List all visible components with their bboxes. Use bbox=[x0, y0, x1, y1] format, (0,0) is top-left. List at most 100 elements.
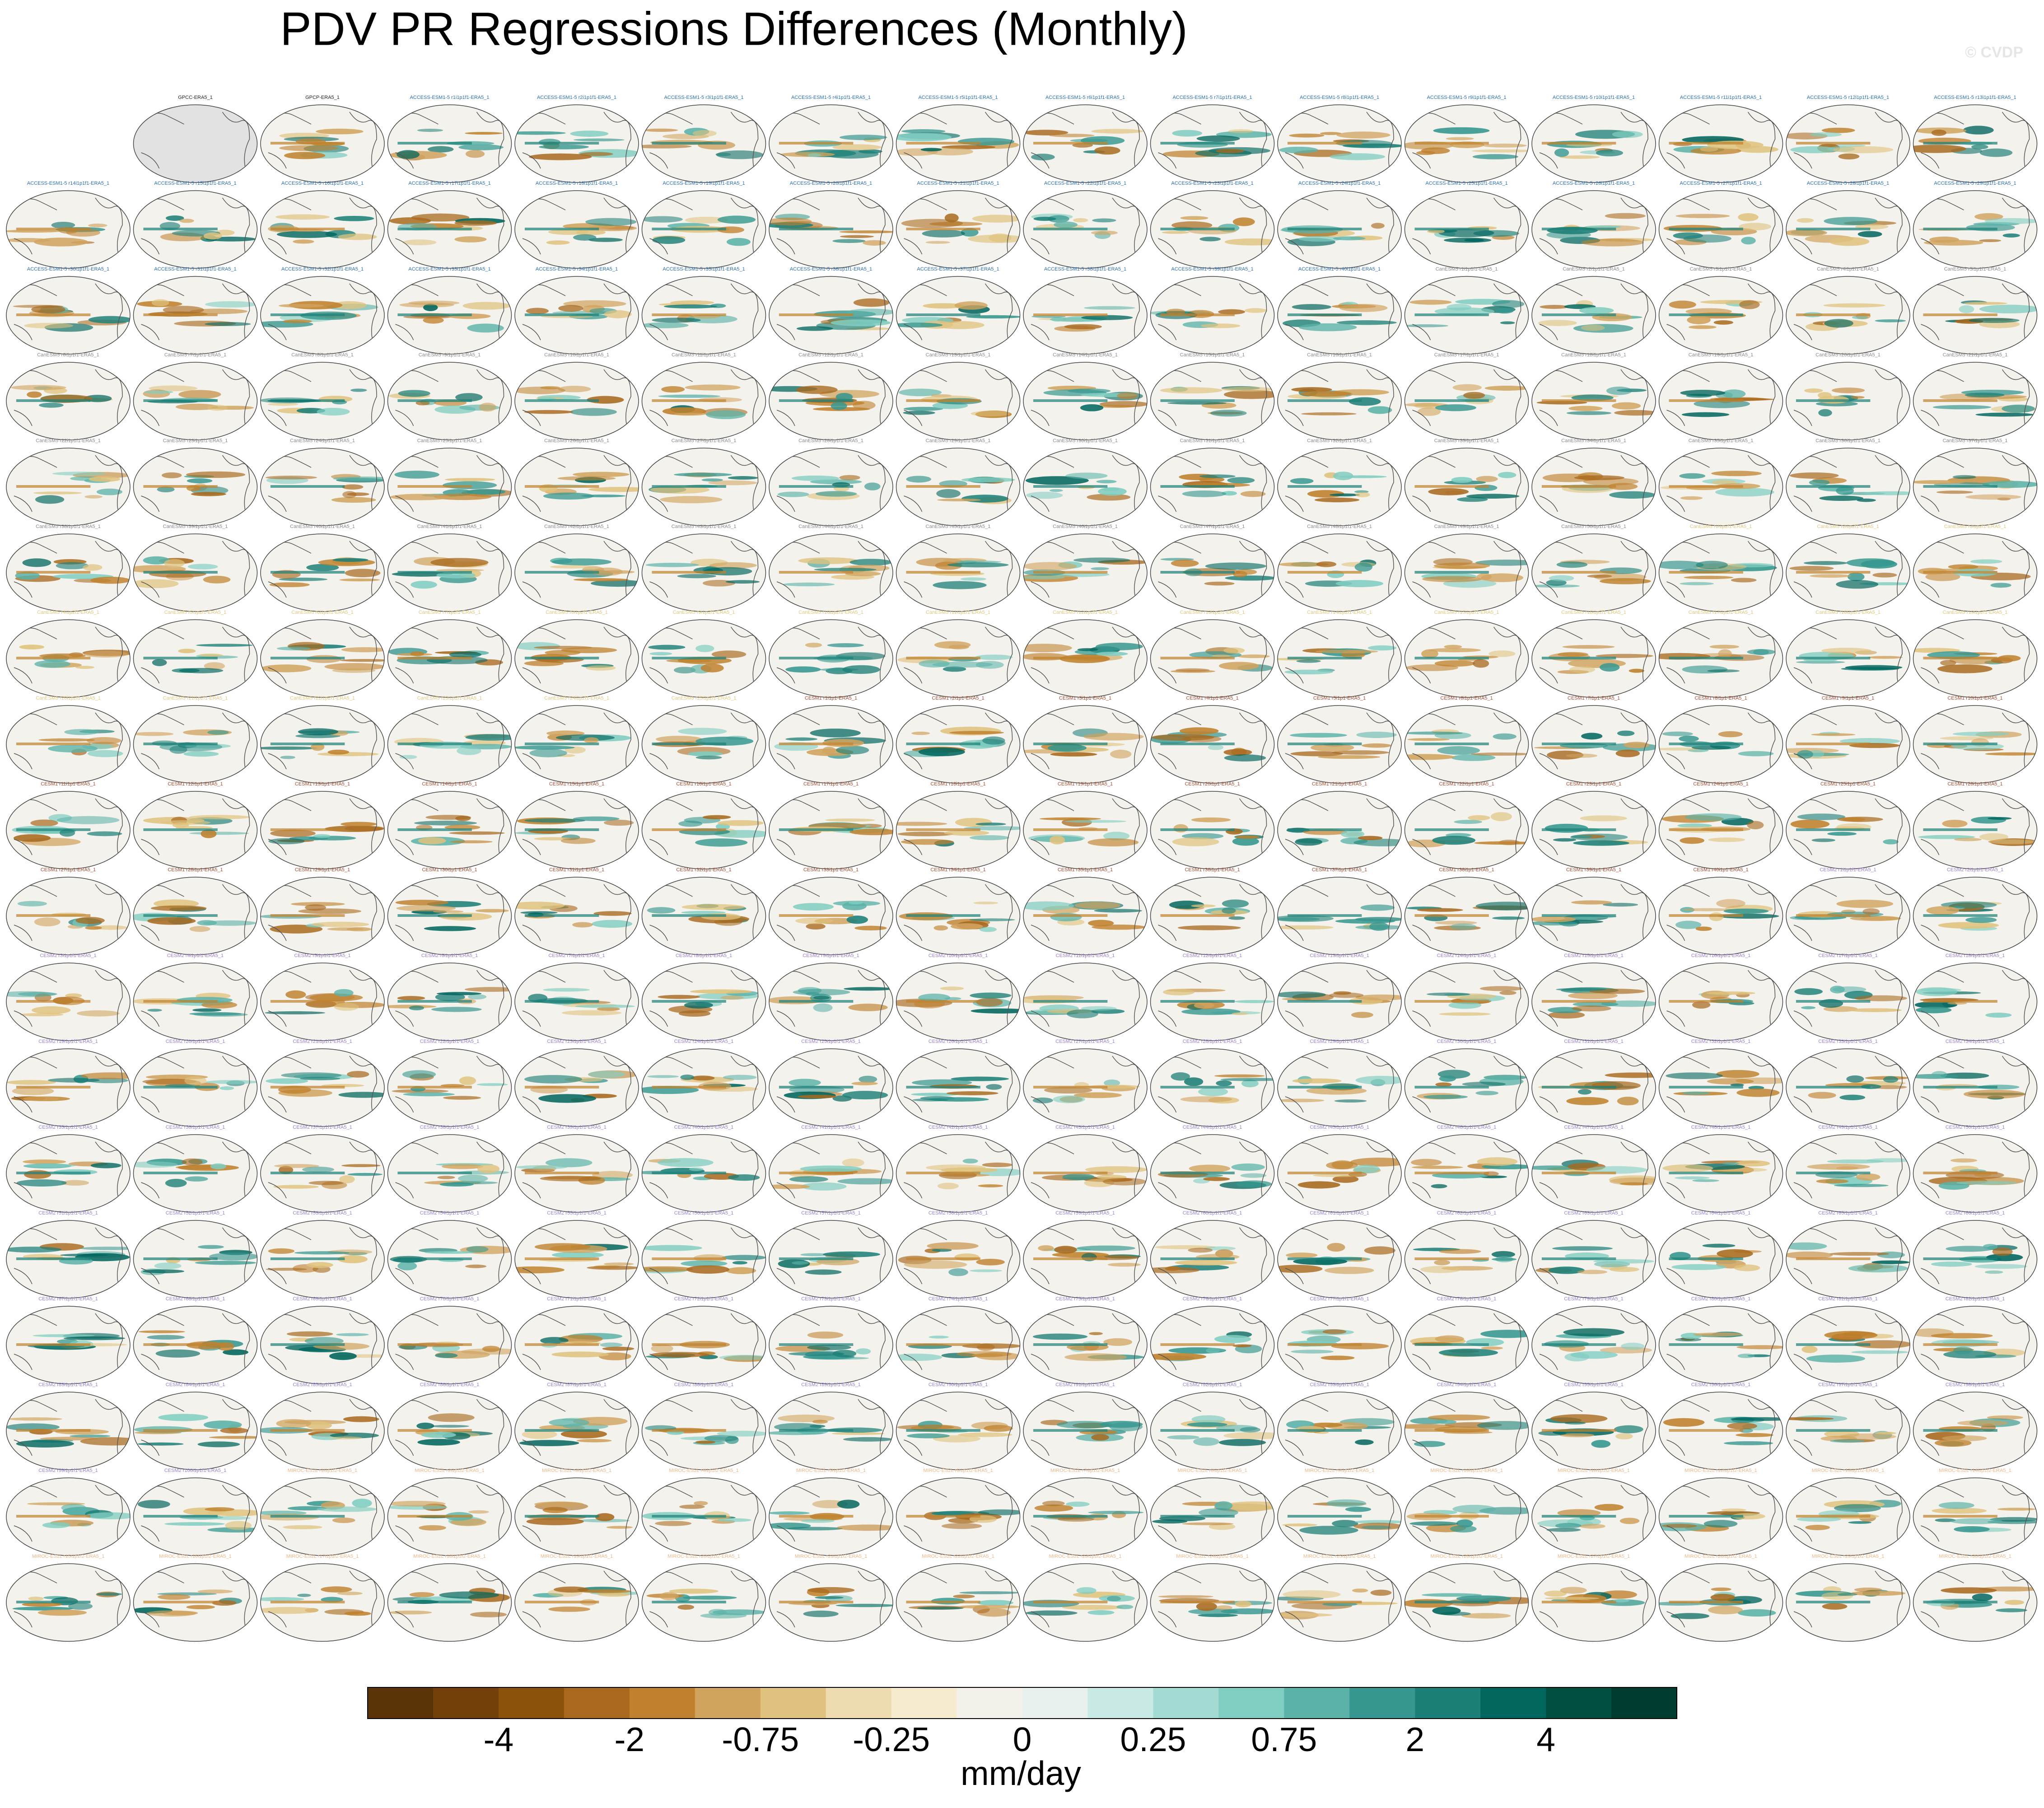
panel: CESM2 r94i1p1f1-ERA5_1 bbox=[1404, 1382, 1529, 1470]
anomaly bbox=[205, 322, 251, 326]
tropical-band bbox=[1160, 1000, 1235, 1003]
map-outline bbox=[1150, 104, 1275, 183]
panel: CanESM5 r21i1p1f1-ERA5_1 bbox=[1913, 352, 2038, 440]
anomaly bbox=[1339, 304, 1388, 312]
map-field bbox=[1921, 369, 2036, 426]
anomaly bbox=[1150, 1267, 1200, 1274]
tropical-band bbox=[524, 1343, 599, 1346]
panel: MIROC-ES2L r6i1p1f2-ERA5_1 bbox=[896, 1468, 1021, 1556]
panel-label: CanESM5 r15i1p2f1-ERA5_1 bbox=[1434, 610, 1499, 615]
anomaly bbox=[1432, 836, 1475, 845]
map-outline bbox=[1404, 276, 1529, 355]
anomaly bbox=[836, 746, 869, 755]
tropical-band bbox=[270, 743, 345, 745]
panel-label: CanESM5 r11i1p2f1-ERA5_1 bbox=[926, 610, 990, 615]
anomaly bbox=[1591, 1440, 1611, 1448]
anomaly bbox=[1187, 1422, 1227, 1427]
anomaly bbox=[1091, 1434, 1109, 1441]
anomaly bbox=[1569, 666, 1595, 673]
anomaly bbox=[1369, 922, 1389, 931]
tropical-band bbox=[1669, 828, 1743, 831]
anomaly bbox=[1965, 917, 1997, 923]
anomaly bbox=[1836, 580, 1879, 589]
anomaly bbox=[1234, 1000, 1274, 1003]
panel-label: ACCESS-ESM1-5 r26i1p1f1-ERA5_1 bbox=[1553, 181, 1635, 186]
tropical-band bbox=[652, 1086, 726, 1089]
anomaly bbox=[1322, 1329, 1347, 1334]
anomaly bbox=[1066, 1501, 1090, 1507]
tropical-band bbox=[143, 1086, 218, 1089]
panel: ACCESS-ESM1-5 r23i1p1f1-ERA5_1 bbox=[1150, 181, 1275, 269]
anomaly bbox=[1278, 1098, 1325, 1103]
anomaly bbox=[1023, 562, 1077, 571]
anomaly bbox=[1297, 1181, 1340, 1189]
panel: CESM2 r3i1p1f1-ERA5_1 bbox=[6, 953, 131, 1041]
map-field bbox=[1031, 283, 1140, 341]
map-field bbox=[1918, 541, 2031, 598]
anomaly bbox=[1965, 494, 2021, 500]
panel: CESM1 r32i1p1-ERA5_1 bbox=[641, 867, 766, 955]
anomaly bbox=[1162, 231, 1190, 234]
panel-label: CESM2 r45i1p1f1-ERA5_1 bbox=[1310, 1125, 1369, 1130]
panel: CanESM5 r48i1p1f1-ERA5_1 bbox=[1277, 524, 1402, 612]
panel-label: CESM2 r72i1p1f1-ERA5_1 bbox=[674, 1296, 733, 1302]
anomaly bbox=[1492, 916, 1525, 920]
anomaly bbox=[1599, 663, 1620, 672]
anomaly bbox=[347, 1173, 383, 1176]
panel-label: CESM1 r17i1p1-ERA5_1 bbox=[803, 781, 859, 787]
anomaly bbox=[1428, 1414, 1490, 1420]
anomaly bbox=[1464, 238, 1484, 242]
anomaly bbox=[219, 1086, 234, 1090]
panel: ACCESS-ESM1-5 r32i1p1f1-ERA5_1 bbox=[260, 266, 385, 355]
panel-label: CanESM5 r9i1p2f1-ERA5_1 bbox=[673, 610, 735, 615]
panel: CanESM5 r8i1p1f1-ERA5_1 bbox=[260, 352, 385, 440]
anomaly bbox=[196, 644, 253, 647]
panel-label: CESM2 r52i1p1f1-ERA5_1 bbox=[166, 1210, 225, 1216]
anomaly bbox=[1940, 660, 1956, 666]
map-field bbox=[515, 369, 631, 426]
anomaly bbox=[600, 570, 635, 574]
map-field bbox=[1279, 541, 1394, 598]
map-outline bbox=[1658, 362, 1783, 440]
anomaly bbox=[331, 497, 376, 503]
tropical-band bbox=[1414, 828, 1489, 831]
anomaly bbox=[345, 569, 381, 578]
anomaly bbox=[38, 738, 95, 742]
panel: ACCESS-ESM1-5 r21i1p1f1-ERA5_1 bbox=[896, 181, 1021, 269]
panel: CanESM5 r5i1p2f1-ERA5_1 bbox=[133, 610, 258, 698]
panel-label: CESM2 r81i1p1f1-ERA5_1 bbox=[1818, 1296, 1877, 1302]
anomaly bbox=[424, 926, 476, 931]
map-field bbox=[1031, 197, 1140, 255]
tropical-band bbox=[1669, 228, 1743, 230]
anomaly bbox=[971, 1008, 1020, 1014]
tropical-band bbox=[1287, 914, 1362, 917]
anomaly bbox=[1193, 1437, 1219, 1446]
panel: CESM2 r42i1p1f1-ERA5_1 bbox=[896, 1125, 1021, 1213]
anomaly bbox=[1842, 817, 1866, 822]
panel: ACCESS-ESM1-5 r15i1p1f1-ERA5_1 bbox=[133, 181, 258, 269]
anomaly bbox=[1232, 217, 1255, 226]
anomaly bbox=[147, 1335, 185, 1340]
panel-label: CESM2 r15i1p1f1-ERA5_1 bbox=[1564, 953, 1623, 958]
tropical-band bbox=[1796, 914, 1871, 917]
anomaly bbox=[863, 240, 886, 246]
anomaly bbox=[837, 1500, 860, 1509]
tropical-band bbox=[1923, 399, 1997, 402]
anomaly bbox=[1747, 821, 1764, 830]
panel: CESM2 r40i1p1f1-ERA5_1 bbox=[641, 1125, 766, 1213]
anomaly bbox=[1407, 738, 1450, 741]
anomaly bbox=[1708, 837, 1745, 842]
anomaly bbox=[1336, 320, 1397, 325]
panel-label: MIROC-ES2L r7i1p1f2-ERA5_1 bbox=[1050, 1468, 1120, 1473]
anomaly bbox=[56, 816, 120, 824]
panel: CESM2 r58i1p1f1-ERA5_1 bbox=[896, 1210, 1021, 1299]
panel-label: CESM1 r12i1p1-ERA5_1 bbox=[168, 781, 223, 787]
tropical-band bbox=[1541, 914, 1616, 917]
panel-label: CESM2 r49i1p1f1-ERA5_1 bbox=[1818, 1125, 1877, 1130]
panel: CanESM5 r23i1p2f1-ERA5_1 bbox=[387, 696, 512, 784]
map-outline bbox=[1786, 276, 1910, 355]
tropical-band bbox=[1414, 571, 1489, 574]
tropical-band bbox=[270, 313, 345, 316]
anomaly bbox=[1088, 920, 1114, 927]
panel: CESM2 r30i1p1f1-ERA5_1 bbox=[1404, 1039, 1529, 1127]
